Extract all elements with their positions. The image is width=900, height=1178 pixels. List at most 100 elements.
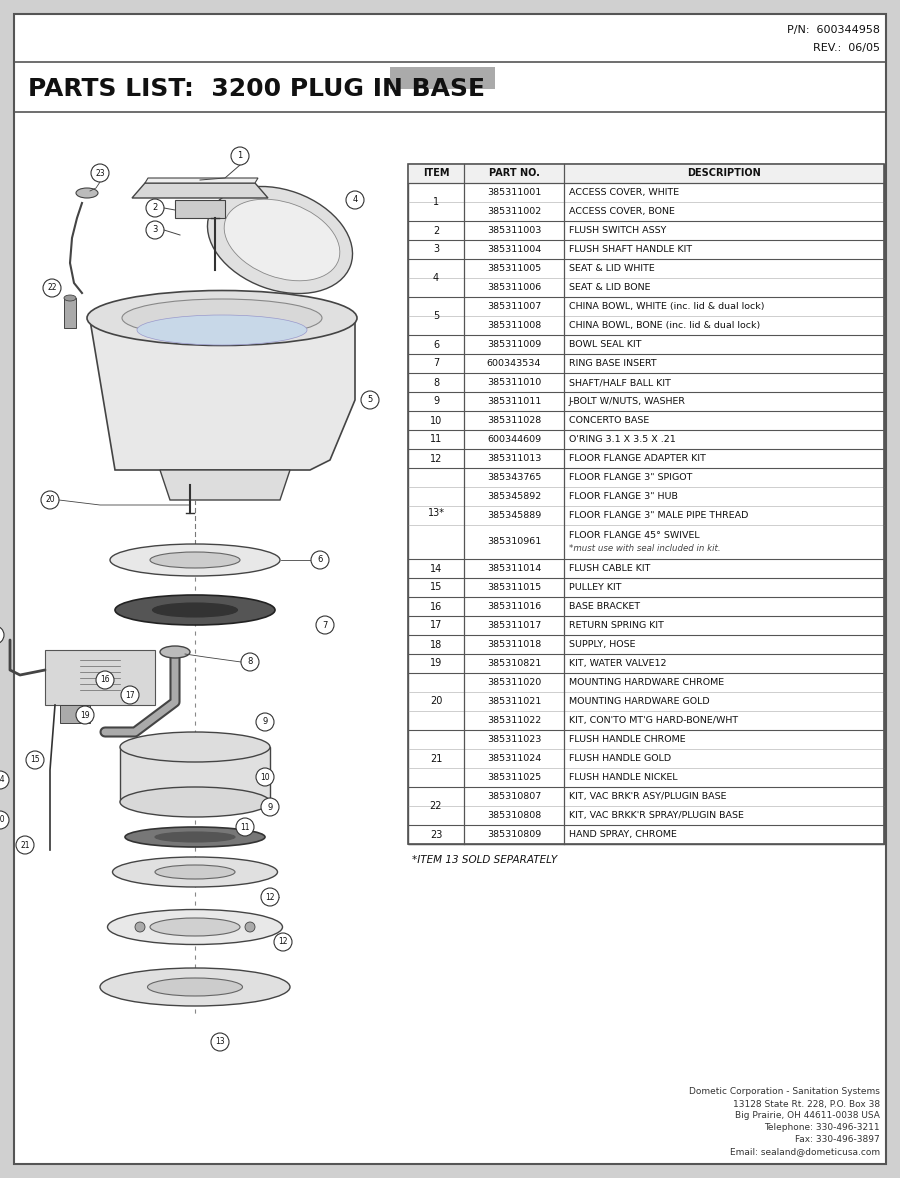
Text: 8: 8 (433, 377, 439, 388)
Text: KIT, CON'TO MT'G HARD-BONE/WHT: KIT, CON'TO MT'G HARD-BONE/WHT (569, 716, 738, 724)
Text: RETURN SPRING KIT: RETURN SPRING KIT (569, 621, 664, 630)
Ellipse shape (115, 595, 275, 626)
Text: ACCESS COVER, BONE: ACCESS COVER, BONE (569, 207, 675, 216)
Text: 385311003: 385311003 (487, 226, 541, 234)
Text: 385311025: 385311025 (487, 773, 541, 782)
Circle shape (261, 888, 279, 906)
Text: 385311018: 385311018 (487, 640, 541, 649)
Circle shape (241, 653, 259, 671)
Text: 385343765: 385343765 (487, 474, 541, 482)
Text: 12: 12 (430, 454, 442, 463)
Text: 17: 17 (125, 690, 135, 700)
Text: FLOOR FLANGE ADAPTER KIT: FLOOR FLANGE ADAPTER KIT (569, 454, 706, 463)
Text: Dometic Corporation - Sanitation Systems: Dometic Corporation - Sanitation Systems (689, 1087, 880, 1097)
Text: 3: 3 (152, 225, 158, 234)
Text: 13128 State Rt. 228, P.O. Box 38: 13128 State Rt. 228, P.O. Box 38 (733, 1099, 880, 1108)
Text: 19: 19 (80, 710, 90, 720)
Text: 5: 5 (367, 396, 373, 404)
Polygon shape (160, 470, 290, 499)
Text: *ITEM 13 SOLD SEPARATELY: *ITEM 13 SOLD SEPARATELY (412, 855, 557, 865)
Ellipse shape (160, 646, 190, 659)
Text: 5: 5 (433, 311, 439, 320)
Text: 3: 3 (433, 245, 439, 254)
Text: MOUNTING HARDWARE CHROME: MOUNTING HARDWARE CHROME (569, 679, 724, 687)
Text: 385311024: 385311024 (487, 754, 541, 763)
Circle shape (146, 199, 164, 217)
Text: 385311001: 385311001 (487, 188, 541, 197)
Circle shape (0, 626, 4, 644)
Text: 385311008: 385311008 (487, 320, 541, 330)
Ellipse shape (120, 787, 270, 818)
Text: SHAFT/HALF BALL KIT: SHAFT/HALF BALL KIT (569, 378, 670, 388)
Text: PULLEY KIT: PULLEY KIT (569, 583, 622, 593)
Text: 385311005: 385311005 (487, 264, 541, 273)
Bar (64, 298, 76, 327)
Text: 11: 11 (430, 435, 442, 444)
Circle shape (135, 922, 145, 932)
Text: 20: 20 (0, 815, 4, 825)
Text: FLOOR FLANGE 3" MALE PIPE THREAD: FLOOR FLANGE 3" MALE PIPE THREAD (569, 511, 749, 519)
Text: 17: 17 (430, 621, 442, 630)
Text: SEAT & LID WHITE: SEAT & LID WHITE (569, 264, 655, 273)
Text: BASE BRACKET: BASE BRACKET (569, 602, 640, 611)
Polygon shape (90, 320, 355, 470)
Ellipse shape (150, 552, 240, 568)
Text: 385311023: 385311023 (487, 735, 541, 744)
Circle shape (274, 933, 292, 951)
Text: REV.:  06/05: REV.: 06/05 (813, 44, 880, 53)
Text: 10: 10 (430, 416, 442, 425)
Ellipse shape (64, 294, 76, 302)
Text: 7: 7 (433, 358, 439, 369)
Circle shape (146, 221, 164, 239)
Text: HAND SPRAY, CHROME: HAND SPRAY, CHROME (569, 830, 677, 839)
Text: SEAT & LID BONE: SEAT & LID BONE (569, 283, 651, 292)
Text: 2: 2 (433, 225, 439, 236)
Text: 9: 9 (263, 717, 267, 727)
Text: MOUNTING HARDWARE GOLD: MOUNTING HARDWARE GOLD (569, 697, 709, 706)
Ellipse shape (110, 544, 280, 576)
Text: PARTS LIST:  3200 PLUG IN BASE: PARTS LIST: 3200 PLUG IN BASE (28, 77, 485, 101)
Text: 7: 7 (322, 621, 328, 629)
Text: FLUSH CABLE KIT: FLUSH CABLE KIT (569, 564, 651, 573)
Text: KIT, VAC BRK'R ASY/PLUGIN BASE: KIT, VAC BRK'R ASY/PLUGIN BASE (569, 792, 726, 801)
Circle shape (0, 770, 9, 789)
Text: 2: 2 (152, 204, 158, 212)
Circle shape (346, 191, 364, 209)
Text: 13*: 13* (428, 509, 445, 518)
Text: 13: 13 (215, 1038, 225, 1046)
Text: P/N:  600344958: P/N: 600344958 (787, 25, 880, 35)
Text: 4: 4 (353, 196, 357, 205)
Text: 385345889: 385345889 (487, 511, 541, 519)
Circle shape (16, 836, 34, 854)
Text: O'RING 3.1 X 3.5 X .21: O'RING 3.1 X 3.5 X .21 (569, 435, 676, 444)
Circle shape (43, 279, 61, 297)
Text: 12: 12 (266, 893, 274, 901)
Circle shape (91, 164, 109, 181)
Text: 9: 9 (267, 802, 273, 812)
Circle shape (76, 706, 94, 724)
Bar (408, 164, 884, 843)
Ellipse shape (137, 315, 307, 345)
Text: 6: 6 (318, 556, 323, 564)
Ellipse shape (100, 968, 290, 1006)
Text: 385310821: 385310821 (487, 659, 541, 668)
Text: Telephone: 330-496-3211: Telephone: 330-496-3211 (764, 1124, 880, 1132)
Text: Email: sealand@dometicusa.com: Email: sealand@dometicusa.com (730, 1147, 880, 1157)
Text: 385310961: 385310961 (487, 537, 541, 547)
Text: FLOOR FLANGE 3" SPIGOT: FLOOR FLANGE 3" SPIGOT (569, 474, 692, 482)
Text: FLUSH HANDLE NICKEL: FLUSH HANDLE NICKEL (569, 773, 678, 782)
Text: CHINA BOWL, BONE (inc. lid & dual lock): CHINA BOWL, BONE (inc. lid & dual lock) (569, 320, 760, 330)
Text: 600344609: 600344609 (487, 435, 541, 444)
Text: 21: 21 (20, 840, 30, 849)
Text: KIT, VAC BRKK'R SPRAY/PLUGIN BASE: KIT, VAC BRKK'R SPRAY/PLUGIN BASE (569, 810, 744, 820)
Ellipse shape (224, 199, 340, 280)
Ellipse shape (150, 918, 240, 937)
Text: 385311009: 385311009 (487, 340, 541, 349)
Text: 385310808: 385310808 (487, 810, 541, 820)
Circle shape (361, 391, 379, 409)
Text: 385311002: 385311002 (487, 207, 541, 216)
Text: 1: 1 (433, 197, 439, 207)
Ellipse shape (155, 832, 235, 842)
Text: FLOOR FLANGE 45° SWIVEL: FLOOR FLANGE 45° SWIVEL (569, 531, 699, 540)
Text: 11: 11 (240, 822, 250, 832)
